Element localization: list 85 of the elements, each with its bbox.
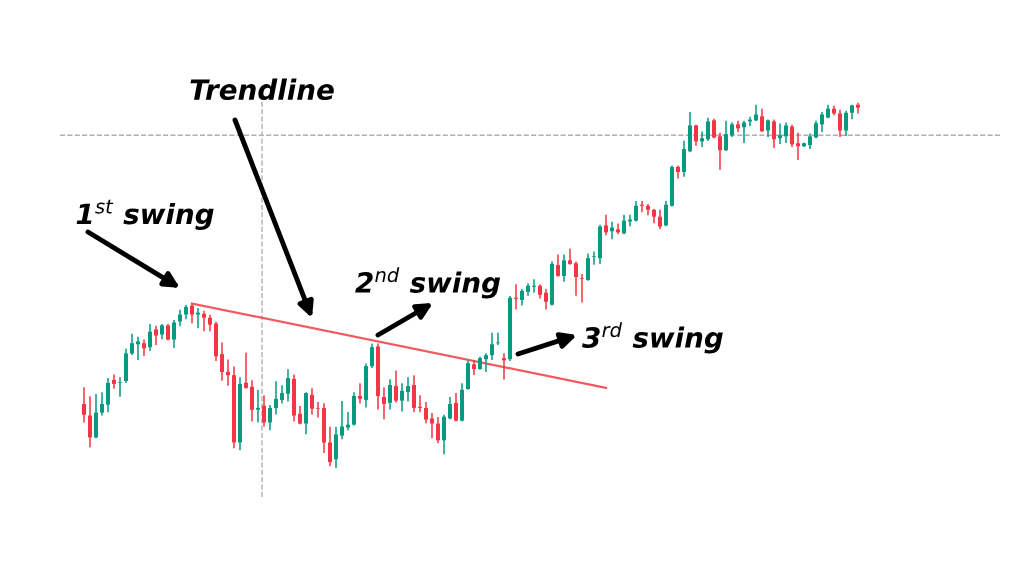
candlestick: [634, 201, 638, 222]
candlestick: [484, 353, 488, 372]
candlestick: [694, 124, 698, 146]
candlestick: [472, 360, 476, 375]
candlestick: [310, 388, 314, 415]
candlestick: [592, 251, 596, 265]
candlestick: [130, 333, 134, 355]
candlestick: [646, 203, 650, 216]
candlestick: [760, 108, 764, 133]
candlestick: [706, 117, 710, 142]
candlestick: [724, 120, 728, 151]
annotation: 3$^{rd}$ swing: [582, 322, 723, 354]
candlestick: [436, 416, 440, 444]
candlestick: [580, 274, 584, 303]
candlestick: [274, 381, 278, 415]
candlestick: [346, 411, 350, 431]
candlestick: [556, 254, 560, 277]
candlestick: [358, 383, 362, 404]
candlestick: [382, 387, 386, 420]
candlestick: [256, 390, 260, 423]
candlestick: [736, 120, 740, 133]
candlestick: [496, 332, 500, 346]
candlestick: [640, 201, 644, 213]
candlestick: [388, 379, 392, 410]
candlestick: [682, 140, 686, 177]
candlestick: [790, 124, 794, 147]
candlestick: [406, 377, 410, 402]
candlestick: [574, 261, 578, 296]
candlestick: [250, 380, 254, 422]
candlestick: [532, 279, 536, 293]
candlestick: [100, 392, 104, 416]
candlestick: [106, 378, 110, 413]
candlestick: [268, 404, 272, 431]
candlestick: [844, 110, 848, 137]
candlestick: [616, 223, 620, 235]
candlestick: [784, 122, 788, 143]
candlestick: [394, 370, 398, 403]
candlestick: [568, 248, 572, 265]
candlestick: [604, 214, 608, 236]
candlestick: [700, 131, 704, 147]
candlestick: [88, 396, 92, 448]
candlestick: [370, 343, 374, 368]
candlestick: [514, 284, 518, 310]
candlestick: [220, 342, 224, 381]
candlestick: [796, 132, 800, 161]
candlestick: [544, 289, 548, 310]
candlestick: [412, 375, 416, 413]
candlestick: [226, 359, 230, 386]
candlestick: [328, 426, 332, 467]
candlestick: [424, 402, 428, 424]
candlestick: [244, 352, 248, 389]
candlestick: [430, 412, 434, 439]
candlestick: [316, 402, 320, 418]
candlestick: [112, 374, 116, 389]
candlestick: [772, 119, 776, 149]
candlestick: [262, 395, 266, 427]
candlestick: [280, 385, 284, 404]
candlestick: [172, 319, 176, 348]
candlestick: [118, 377, 122, 397]
annotation: 1$^{st}$ swing: [76, 199, 214, 230]
candlestick: [82, 387, 86, 423]
candlestick: [562, 254, 566, 282]
candlestick: [778, 123, 782, 145]
candlestick: [454, 392, 458, 422]
candlestick: [340, 400, 344, 440]
candlestick: [442, 414, 446, 455]
candlestick: [490, 332, 494, 360]
candlestick: [856, 102, 860, 114]
candlestick: [202, 310, 206, 332]
candlestick: [286, 369, 290, 402]
candlestick: [820, 111, 824, 133]
candlestick: [136, 336, 140, 360]
candlestick: [148, 323, 152, 351]
candlestick: [676, 165, 680, 179]
candlestick: [802, 142, 806, 147]
candlestick: [664, 201, 668, 227]
candlestick: [838, 109, 842, 138]
candlestick: [418, 395, 422, 413]
candlestick: [718, 132, 722, 170]
candlestick: [586, 253, 590, 281]
text: Trendline: [190, 78, 334, 101]
candlestick: [448, 396, 452, 420]
annotation: 2$^{nd}$ swing: [355, 267, 501, 299]
candlestick: [142, 339, 146, 356]
candlestick: [400, 383, 404, 412]
